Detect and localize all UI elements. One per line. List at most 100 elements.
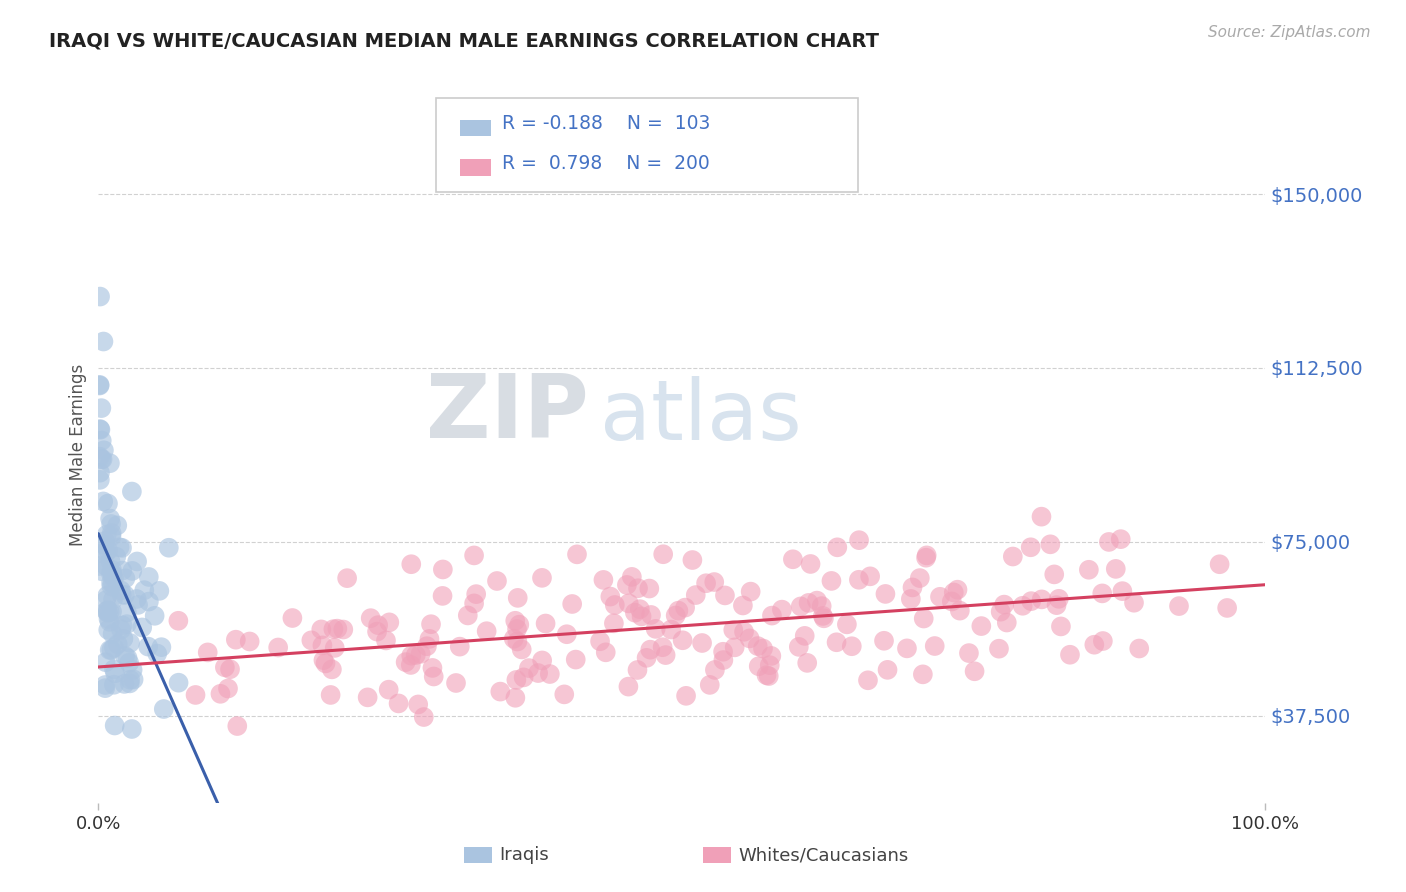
Point (731, 599, 754, 613)
Point (941, 594, 963, 608)
Text: ZIP: ZIP (426, 369, 589, 457)
Point (628, 602, 651, 616)
Point (463, 596, 485, 610)
Point (599, 590, 621, 604)
Point (761, 648, 783, 663)
Point (463, 549, 485, 563)
Point (97, 612, 120, 626)
Text: atlas: atlas (600, 376, 801, 458)
Point (197, 645, 219, 659)
Point (738, 632, 761, 646)
Point (758, 669, 780, 683)
Point (915, 550, 938, 565)
Point (957, 646, 980, 660)
Point (1077, 563, 1099, 577)
Point (1047, 591, 1070, 606)
Point (100, 516, 122, 531)
Point (810, 599, 832, 614)
Point (723, 623, 745, 637)
Point (111, 618, 134, 632)
Point (111, 588, 134, 602)
Point (485, 574, 508, 588)
Point (673, 600, 696, 615)
Point (100, 579, 122, 593)
Point (761, 608, 783, 623)
Point (406, 698, 429, 712)
Point (432, 589, 454, 603)
Point (624, 606, 647, 620)
Point (214, 660, 236, 674)
Point (592, 573, 614, 587)
Point (98, 615, 121, 629)
Point (733, 624, 755, 639)
Point (120, 636, 142, 650)
Point (89, 378, 111, 392)
Point (988, 641, 1011, 656)
Point (239, 634, 262, 648)
Point (659, 623, 682, 637)
Point (530, 571, 553, 585)
Point (790, 599, 813, 614)
Point (820, 574, 842, 588)
Point (100, 643, 122, 657)
Point (111, 541, 134, 555)
Point (378, 615, 401, 630)
Point (565, 547, 588, 561)
Point (100, 566, 122, 581)
Point (104, 718, 127, 732)
Point (1105, 562, 1128, 576)
Point (93, 443, 115, 458)
Point (209, 687, 232, 701)
Point (638, 642, 661, 657)
Point (555, 627, 578, 641)
Point (681, 553, 703, 567)
Point (799, 557, 821, 571)
Point (915, 549, 938, 563)
Point (671, 633, 693, 648)
Point (912, 611, 935, 625)
Point (1050, 619, 1073, 633)
Point (323, 640, 346, 655)
Point (114, 648, 136, 663)
Point (603, 616, 626, 631)
Point (1216, 601, 1239, 615)
Text: IRAQI VS WHITE/CAUCASIAN MEDIAN MALE EARNINGS CORRELATION CHART: IRAQI VS WHITE/CAUCASIAN MEDIAN MALE EAR… (49, 31, 879, 50)
Point (616, 578, 638, 592)
Point (811, 608, 834, 623)
Point (121, 484, 143, 499)
Point (97, 543, 120, 558)
Point (638, 582, 661, 596)
Point (96, 604, 118, 618)
Point (875, 587, 897, 601)
Point (103, 640, 125, 655)
Point (89, 422, 111, 436)
Point (89, 377, 111, 392)
Point (321, 662, 343, 676)
Point (96, 593, 118, 607)
Point (89, 450, 111, 464)
Point (703, 663, 725, 677)
Point (118, 676, 141, 690)
Point (1031, 592, 1053, 607)
Point (1011, 599, 1033, 613)
Point (502, 632, 524, 646)
Point (101, 592, 124, 607)
Point (506, 591, 529, 605)
Point (309, 623, 332, 637)
Point (856, 673, 879, 688)
Point (848, 533, 870, 548)
Point (94, 533, 117, 548)
Point (1109, 532, 1132, 546)
Point (101, 627, 124, 641)
Point (267, 640, 290, 655)
Point (416, 639, 439, 653)
Point (167, 675, 190, 690)
Point (1001, 549, 1024, 564)
Point (873, 633, 896, 648)
Point (759, 658, 782, 673)
Point (942, 585, 965, 599)
Point (98, 643, 121, 657)
Point (963, 665, 986, 679)
Point (505, 690, 527, 705)
Point (813, 611, 835, 625)
